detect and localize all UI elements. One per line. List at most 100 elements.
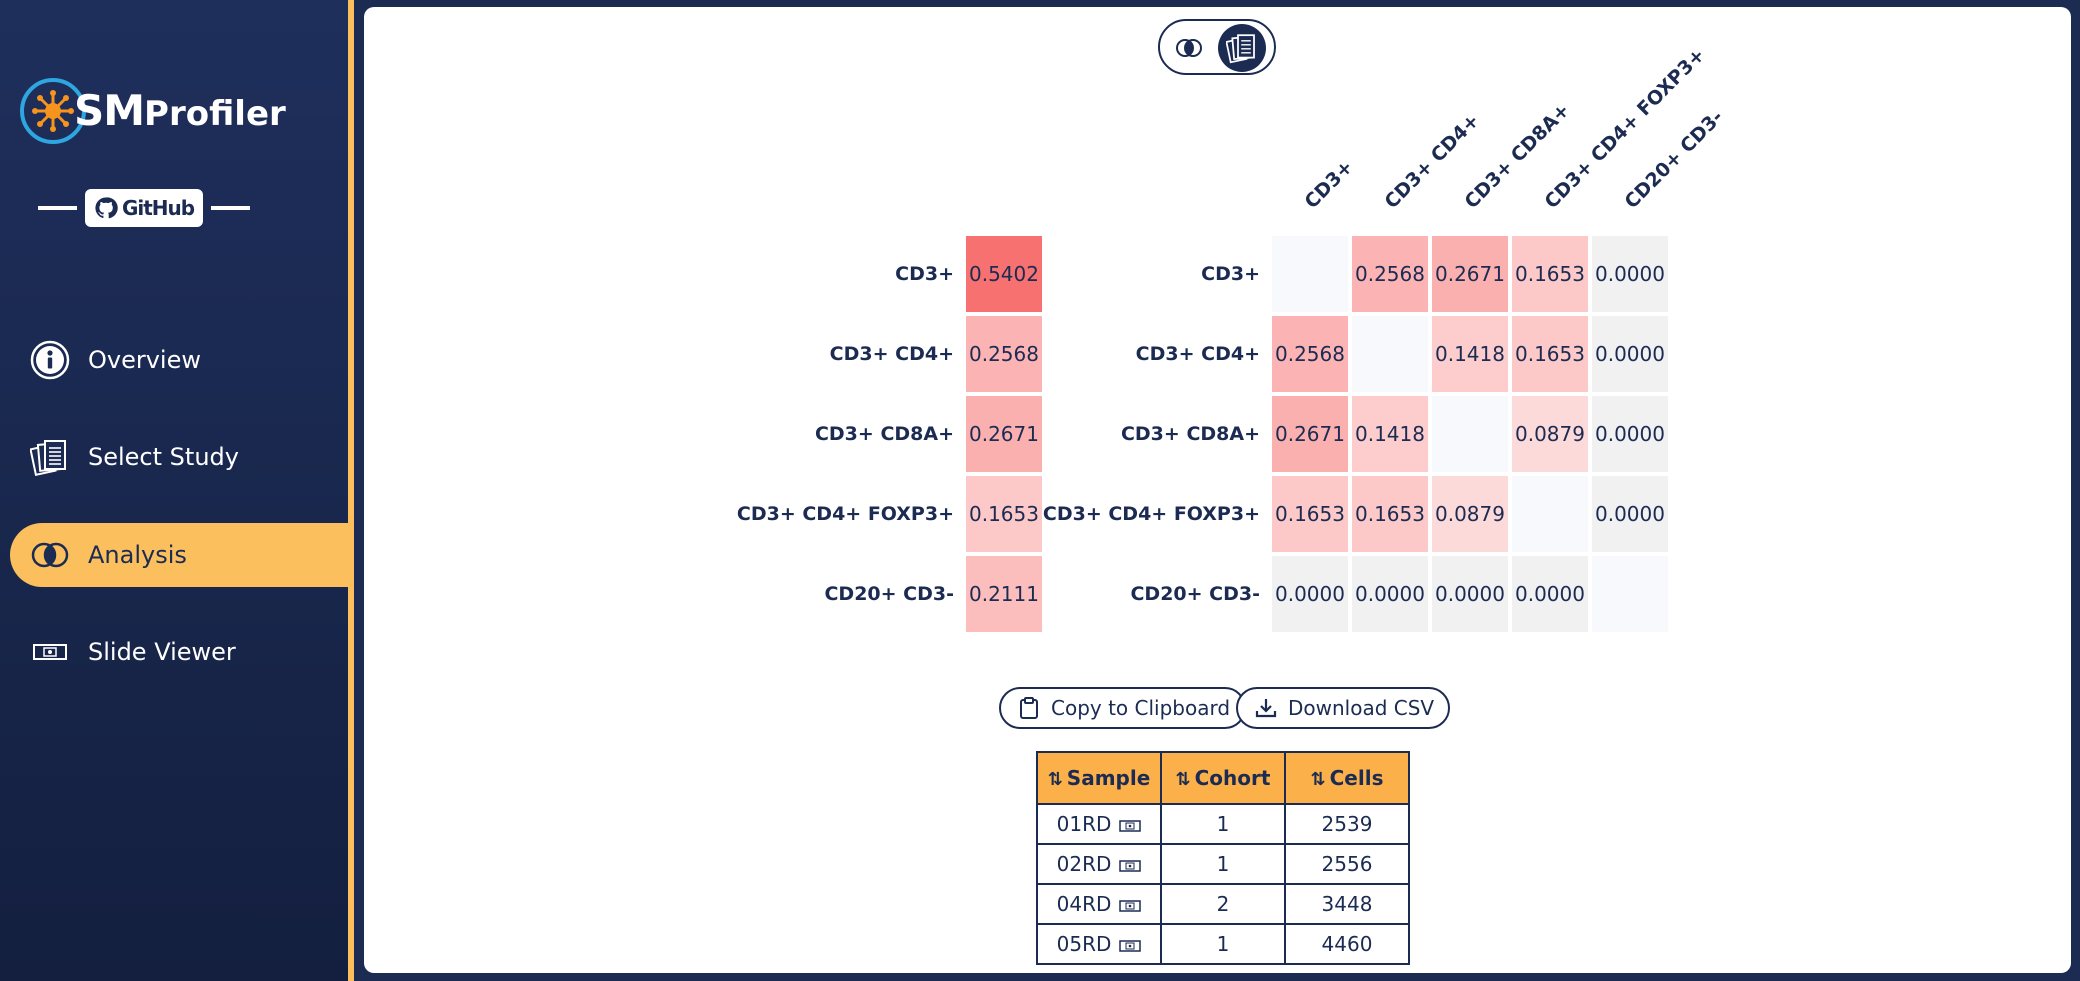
single-value-cell: 0.1653 <box>966 476 1042 552</box>
sidebar-item-slide-viewer[interactable]: Slide Viewer <box>0 620 348 684</box>
matrix-cell: 0.1418 <box>1432 316 1508 392</box>
slide-icon[interactable] <box>1119 939 1142 952</box>
slide-icon[interactable] <box>1119 819 1142 832</box>
table-row[interactable]: 02RD 1 2556 <box>1036 843 1410 885</box>
sidebar-item-label: Slide Viewer <box>88 638 236 666</box>
matrix-cell <box>1512 476 1588 552</box>
logo-mark-icon <box>20 78 86 144</box>
logo-text: SMProfiler <box>74 86 286 135</box>
divider <box>38 206 78 210</box>
github-button[interactable]: GitHub <box>85 189 203 227</box>
matrix-cell: 0.2671 <box>1272 396 1348 472</box>
table-cell: 1 <box>1160 923 1286 965</box>
table-row[interactable]: 04RD 2 3448 <box>1036 883 1410 925</box>
sort-icon: ⇅ <box>1047 769 1063 790</box>
info-icon <box>30 340 70 380</box>
matrix-cell: 0.0000 <box>1592 316 1668 392</box>
sort-cohort-header[interactable]: ⇅ Cohort <box>1160 751 1286 805</box>
table-cell: 01RD <box>1036 803 1162 845</box>
sidebar-item-select-study[interactable]: Select Study <box>0 425 348 489</box>
slide-icon[interactable] <box>1119 859 1142 872</box>
matrix-cell: 0.0000 <box>1432 556 1508 632</box>
matrix-cell: 0.1653 <box>1272 476 1348 552</box>
matrix-cell: 0.1653 <box>1512 316 1588 392</box>
sidebar-item-analysis[interactable]: Analysis <box>10 523 354 587</box>
view-toggle[interactable] <box>1158 19 1276 75</box>
main-panel: CD3+ 0.5402 CD3+ 0.2568 0.2671 0.1653 0.0000 CD… <box>364 7 2071 973</box>
single-value-cell: 0.2671 <box>966 396 1042 472</box>
table-cell: 2539 <box>1284 803 1410 845</box>
table-cell: 1 <box>1160 843 1286 885</box>
download-label: Download CSV <box>1288 696 1435 720</box>
documents-icon[interactable] <box>1218 24 1266 72</box>
venn-icon <box>30 535 70 575</box>
matrix-cell <box>1272 236 1348 312</box>
single-value-cell: 0.2568 <box>966 316 1042 392</box>
sort-sample-header[interactable]: ⇅ Sample <box>1036 751 1162 805</box>
github-label: GitHub <box>121 196 195 220</box>
cell-value: 02RD <box>1056 852 1112 876</box>
app-logo[interactable]: SMProfiler <box>20 76 286 146</box>
logo-sub: Profiler <box>144 94 286 134</box>
matrix-column-label: CD3+ CD4+ FOXP3+ <box>1540 43 1710 214</box>
copy-to-clipboard-button[interactable]: Copy to Clipboard <box>999 687 1247 729</box>
venn-icon[interactable] <box>1174 33 1204 63</box>
cell-value: 3448 <box>1321 892 1373 916</box>
sidebar: SMProfiler GitHub Overview Select Study … <box>0 0 354 981</box>
matrix-cell <box>1592 556 1668 632</box>
table-cell: 05RD <box>1036 923 1162 965</box>
matrix-cell: 0.0000 <box>1592 396 1668 472</box>
table-row[interactable]: 01RD 1 2539 <box>1036 803 1410 845</box>
slide-icon[interactable] <box>1119 899 1142 912</box>
sort-icon: ⇅ <box>1175 769 1191 790</box>
sidebar-item-label: Overview <box>88 346 201 374</box>
cell-value: 04RD <box>1056 892 1112 916</box>
logo-main: SM <box>74 86 145 135</box>
github-icon <box>95 197 118 219</box>
single-value-cell: 0.5402 <box>966 236 1042 312</box>
table-cell: 02RD <box>1036 843 1162 885</box>
clipboard-icon <box>1020 697 1038 719</box>
sidebar-accent-border <box>348 0 354 981</box>
samples-table-body: 01RD 1 2539 02RD 1 2556 04RD 2 3448 05RD 1 4460 <box>1036 803 1410 965</box>
matrix-cell: 0.2568 <box>1272 316 1348 392</box>
matrix-cell: 0.0000 <box>1592 476 1668 552</box>
copy-label: Copy to Clipboard <box>1051 696 1231 720</box>
github-link-wrap: GitHub <box>38 188 250 228</box>
sidebar-item-label: Analysis <box>88 541 187 569</box>
matrix-cell <box>1352 316 1428 392</box>
cell-value: 4460 <box>1321 932 1373 956</box>
cell-value: 2556 <box>1321 852 1373 876</box>
samples-table: ⇅ Sample ⇅ Cohort ⇅ Cells 01RD 1 2539 02RD 1 255… <box>1036 751 1410 965</box>
matrix-cell: 0.2568 <box>1352 236 1428 312</box>
matrix-cell: 0.1653 <box>1352 476 1428 552</box>
cell-value: 01RD <box>1056 812 1112 836</box>
cell-value: 1 <box>1216 812 1230 836</box>
matrix-cell: 0.0879 <box>1512 396 1588 472</box>
download-csv-button[interactable]: Download CSV <box>1236 687 1451 729</box>
matrix-cell: 0.0000 <box>1272 556 1348 632</box>
matrix-cell: 0.1418 <box>1352 396 1428 472</box>
matrix-cell: 0.2671 <box>1432 236 1508 312</box>
sort-icon: ⇅ <box>1310 769 1326 790</box>
sidebar-item-overview[interactable]: Overview <box>0 328 348 392</box>
table-row[interactable]: 05RD 1 4460 <box>1036 923 1410 965</box>
matrix-cell: 0.0000 <box>1352 556 1428 632</box>
matrix-row-label: CD3+ CD4+ <box>1135 343 1260 365</box>
download-icon <box>1255 699 1277 718</box>
table-cell: 4460 <box>1284 923 1410 965</box>
matrix-row-label: CD3+ CD8A+ <box>1120 423 1260 445</box>
matrix-row-label: CD3+ <box>1201 263 1260 285</box>
documents-icon <box>30 437 70 477</box>
matrix-column-label: CD3+ <box>1300 155 1358 213</box>
table-cell: 3448 <box>1284 883 1410 925</box>
matrix-cell: 0.1653 <box>1512 236 1588 312</box>
table-cell: 1 <box>1160 803 1286 845</box>
cell-value: 05RD <box>1056 932 1112 956</box>
sort-cells-header[interactable]: ⇅ Cells <box>1284 751 1410 805</box>
row-label: CD3+ CD4+ FOXP3+ <box>736 503 954 525</box>
header-label: Sample <box>1066 766 1151 790</box>
matrix-cell: 0.0879 <box>1432 476 1508 552</box>
cell-value: 2539 <box>1321 812 1373 836</box>
cell-value: 1 <box>1216 932 1230 956</box>
